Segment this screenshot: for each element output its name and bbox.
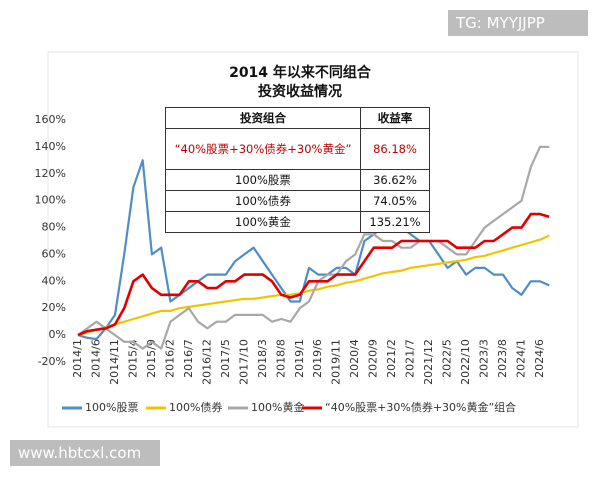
x-tick-label: 2024/6: [533, 339, 546, 378]
x-tick-label: 2016/12: [200, 339, 213, 385]
legend-label: 100%股票: [85, 401, 138, 414]
x-tick-label: 2021/2: [385, 339, 398, 378]
y-tick-label: 120%: [35, 167, 66, 180]
x-tick-label: 2020/9: [367, 339, 380, 378]
watermark: www.hbtcxl.com: [10, 440, 160, 466]
x-tick-label: 2018/8: [274, 339, 287, 378]
x-tick-label: 2021/7: [404, 339, 417, 378]
summary-table: 投资组合 收益率 “40%股票+30%债券+30%黄金” 86.18% 100%股票…: [165, 107, 430, 233]
table-cell: 135.21%: [360, 211, 430, 233]
x-tick-label: 2024/1: [515, 339, 528, 378]
legend-label: “40%股票+30%债券+30%黄金”组合: [325, 400, 516, 414]
legend-label: 100%黄金: [251, 400, 304, 414]
y-tick-label: 160%: [35, 113, 66, 126]
chart-title: 2014 年以来不同组合: [229, 64, 372, 81]
y-tick-label: 140%: [35, 140, 66, 153]
x-tick-label: 2021/12: [422, 339, 435, 385]
x-tick-label: 2017/10: [237, 339, 250, 385]
x-tick-label: 2016/2: [163, 339, 176, 378]
table-cell: “40%股票+30%债券+30%黄金”: [165, 128, 361, 170]
y-tick-label: 0%: [49, 328, 66, 341]
x-tick-label: 2022/5: [441, 339, 454, 378]
table-cell: 86.18%: [360, 128, 430, 170]
x-tick-label: 2015/4: [126, 339, 139, 378]
y-tick-label: -20%: [38, 355, 66, 368]
y-tick-label: 40%: [42, 274, 66, 287]
x-tick-label: 2019/6: [311, 339, 324, 378]
x-tick-label: 2014/1: [71, 339, 84, 378]
x-tick-label: 2014/11: [108, 339, 121, 385]
table-cell: 100%股票: [165, 169, 361, 191]
table-header: 收益率: [360, 107, 430, 129]
series-line: [77, 159, 550, 341]
table-cell: 100%债券: [165, 190, 361, 212]
x-tick-label: 2020/4: [348, 339, 361, 378]
series-line: [77, 212, 550, 337]
x-tick-label: 2016/7: [182, 339, 195, 378]
x-tick-label: 2019/11: [330, 339, 343, 385]
chart-title: 投资收益情况: [258, 83, 342, 100]
y-tick-label: 20%: [42, 301, 66, 314]
x-tick-label: 2019/1: [293, 339, 306, 378]
table-cell: 74.05%: [360, 190, 430, 212]
y-tick-label: 80%: [42, 221, 66, 234]
x-tick-label: 2014/6: [89, 339, 102, 378]
x-tick-label: 2018/3: [256, 339, 269, 378]
x-tick-label: 2023/3: [478, 339, 491, 378]
x-tick-label: 2022/10: [459, 339, 472, 385]
x-tick-label: 2023/8: [496, 339, 509, 378]
legend-label: 100%债券: [169, 400, 222, 414]
table-header: 投资组合: [165, 107, 361, 129]
y-tick-label: 60%: [42, 247, 66, 260]
y-tick-label: 100%: [35, 194, 66, 207]
table-cell: 36.62%: [360, 169, 430, 191]
table-cell: 100%黄金: [165, 211, 361, 233]
x-tick-label: 2017/5: [219, 339, 232, 378]
x-tick-label: 2015/9: [145, 339, 158, 378]
watermark: TG: MYYJJPP: [448, 10, 588, 36]
